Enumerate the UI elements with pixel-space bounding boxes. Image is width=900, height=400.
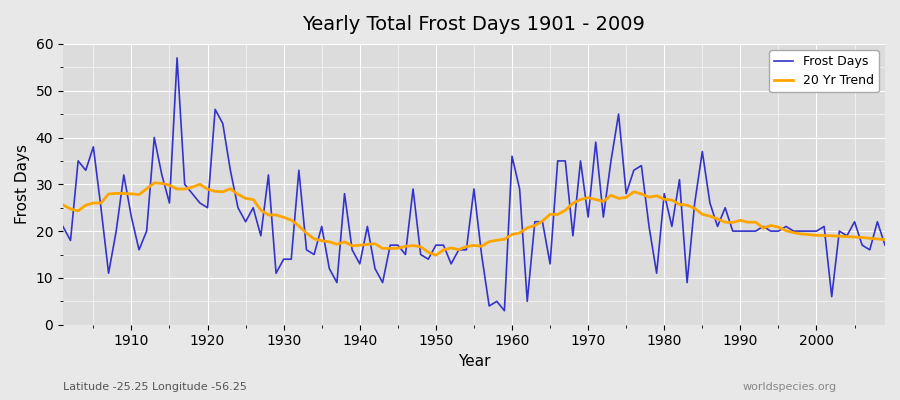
Line: 20 Yr Trend: 20 Yr Trend — [63, 183, 885, 255]
Text: worldspecies.org: worldspecies.org — [742, 382, 837, 392]
20 Yr Trend — [58, 202, 68, 207]
20 Yr Trend — [293, 224, 304, 228]
Frost Days — [58, 224, 68, 229]
Frost Days — [499, 308, 509, 313]
Title: Yearly Total Frost Days 1901 - 2009: Yearly Total Frost Days 1901 - 2009 — [302, 15, 645, 34]
20 Yr Trend — [148, 180, 159, 185]
20 Yr Trend — [514, 230, 525, 235]
Frost Days — [119, 172, 130, 177]
20 Yr Trend — [879, 237, 890, 242]
20 Yr Trend — [430, 253, 441, 258]
Y-axis label: Frost Days: Frost Days — [15, 144, 30, 224]
20 Yr Trend — [613, 196, 624, 201]
Text: Latitude -25.25 Longitude -56.25: Latitude -25.25 Longitude -56.25 — [63, 382, 247, 392]
Frost Days — [293, 168, 304, 173]
Frost Days — [339, 191, 350, 196]
Frost Days — [172, 56, 183, 60]
Legend: Frost Days, 20 Yr Trend: Frost Days, 20 Yr Trend — [769, 50, 878, 92]
20 Yr Trend — [119, 191, 130, 196]
Frost Days — [522, 299, 533, 304]
Frost Days — [613, 112, 624, 116]
X-axis label: Year: Year — [458, 354, 491, 369]
Frost Days — [879, 243, 890, 248]
Frost Days — [514, 186, 525, 191]
20 Yr Trend — [522, 226, 533, 230]
Line: Frost Days: Frost Days — [63, 58, 885, 311]
20 Yr Trend — [339, 240, 350, 244]
